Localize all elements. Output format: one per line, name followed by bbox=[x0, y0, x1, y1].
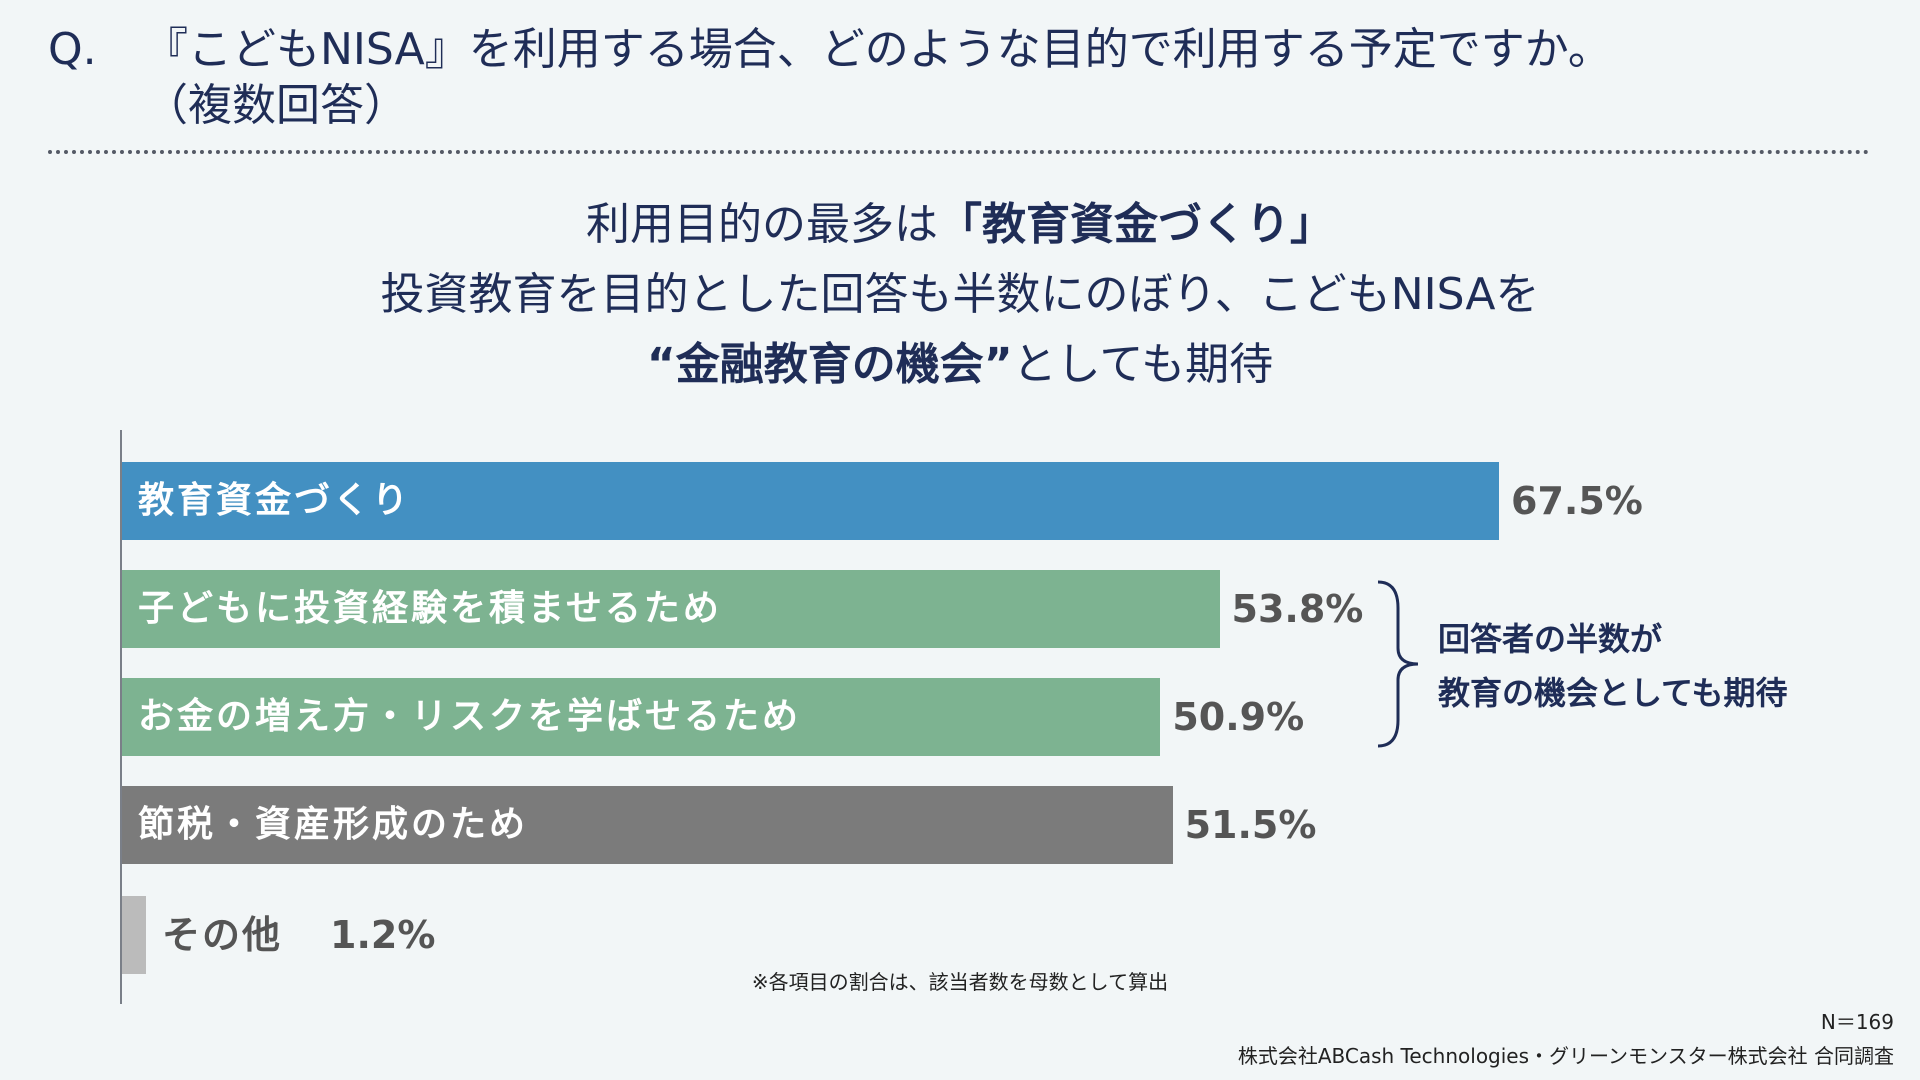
footnote: ※各項目の割合は、該当者数を母数として算出 bbox=[751, 970, 1169, 994]
bar-3: お金の増え方・リスクを学ばせるため bbox=[122, 678, 1161, 756]
annotation: 回答者の半数が 教育の機会としても期待 bbox=[1438, 612, 1787, 720]
survey-credit: 株式会社ABCash Technologies・グリーンモンスター株式会社 合同… bbox=[1237, 1044, 1894, 1068]
bar-value-label: 67.5% bbox=[1511, 479, 1643, 523]
annotation-line2: 教育の機会としても期待 bbox=[1438, 674, 1788, 712]
headline-line1-bold: 「教育資金づくり」 bbox=[938, 199, 1334, 250]
bar-category-label: お金の増え方・リスクを学ばせるため bbox=[138, 696, 802, 737]
bar-2: 子どもに投資経験を積ませるため bbox=[122, 570, 1220, 648]
bar-category-label: 節税・資産形成のため bbox=[138, 804, 529, 845]
question-line2: （複数回答） bbox=[144, 80, 408, 131]
question-prefix: Q. bbox=[48, 24, 97, 75]
dotted-divider bbox=[48, 150, 1870, 154]
headline: 利用目的の最多は「教育資金づくり」 投資教育を目的とした回答も半数にのぼり、こど… bbox=[0, 190, 1920, 400]
bar-category-label: 子どもに投資経験を積ませるため bbox=[138, 588, 722, 629]
bar-value-label: 51.5% bbox=[1184, 803, 1317, 847]
curly-brace-icon bbox=[1377, 580, 1419, 748]
bar-value-label: 1.2% bbox=[330, 913, 436, 957]
headline-line2: 投資教育を目的とした回答も半数にのぼり、こどもNISAを bbox=[380, 269, 1540, 320]
chart-axis-line bbox=[120, 430, 122, 1004]
headline-line3-post: としても期待 bbox=[1012, 339, 1274, 390]
bar-value-label: 53.8% bbox=[1231, 587, 1364, 631]
bar-1: 教育資金づくり bbox=[122, 462, 1499, 540]
question-line1: 『こどもNISA』を利用する場合、どのような目的で利用する予定ですか。 bbox=[144, 24, 1612, 75]
question-text: Q. 『こどもNISA』を利用する場合、どのような目的で利用する予定ですか。 （複… bbox=[48, 22, 1612, 134]
headline-line3-bold: “金融教育の機会” bbox=[646, 339, 1013, 390]
bar-category-label: 教育資金づくり bbox=[138, 480, 412, 521]
bar-4: 節税・資産形成のため bbox=[122, 786, 1173, 864]
bar-5 bbox=[122, 896, 147, 974]
headline-line1-pre: 利用目的の最多は bbox=[586, 199, 938, 250]
annotation-line1: 回答者の半数が bbox=[1438, 620, 1663, 658]
sample-size: N＝169 bbox=[1820, 1010, 1894, 1034]
bar-category-label: その他 bbox=[162, 913, 283, 957]
bar-value-label: 50.9% bbox=[1172, 695, 1305, 739]
